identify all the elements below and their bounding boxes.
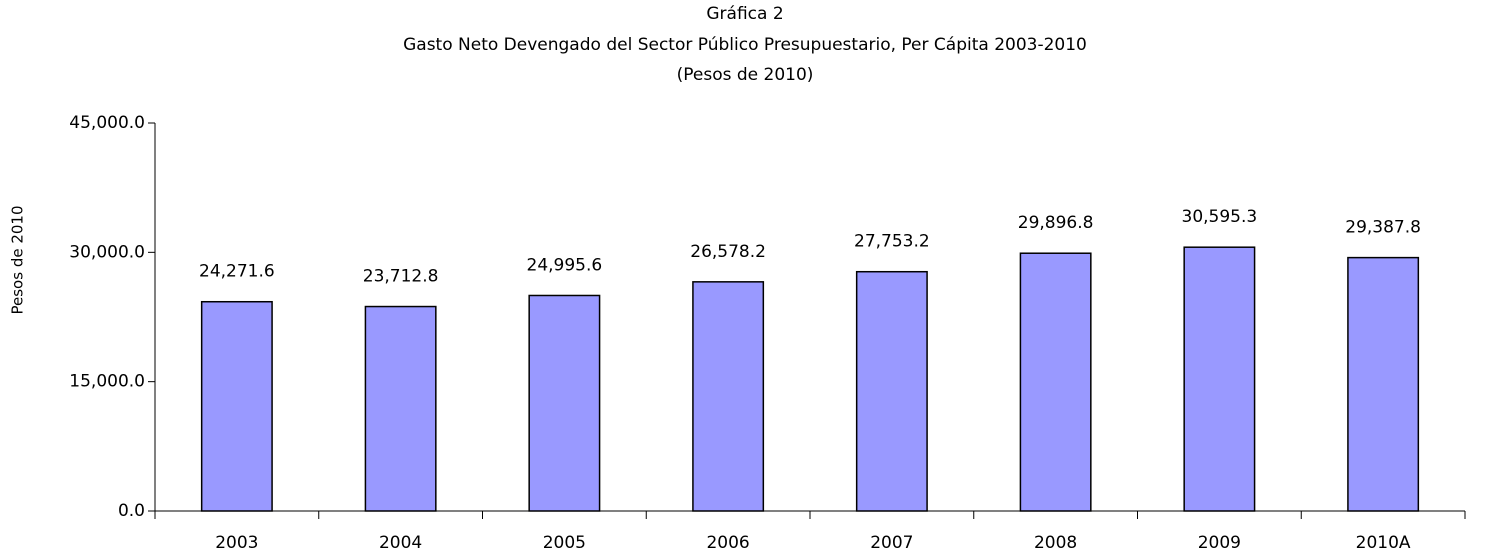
y-tick-label: 15,000.0: [69, 372, 145, 392]
value-label: 26,578.2: [690, 242, 766, 262]
chart-unit-note: (Pesos de 2010): [677, 65, 814, 85]
x-tick-label: 2006: [706, 533, 749, 553]
bar: [1183, 246, 1256, 512]
chart-title: Gráfica 2: [706, 4, 783, 24]
bar: [692, 281, 765, 512]
x-tick-label: 2010A: [1356, 533, 1411, 553]
x-tick-label: 2003: [215, 533, 258, 553]
y-axis-label: Pesos de 2010: [9, 205, 27, 314]
value-label: 24,271.6: [199, 262, 275, 282]
x-tick-label: 2008: [1034, 533, 1077, 553]
bar: [855, 270, 928, 512]
bar: [200, 300, 273, 512]
value-label: 27,753.2: [854, 232, 930, 252]
value-label: 30,595.3: [1182, 207, 1258, 227]
value-label: 29,896.8: [1018, 213, 1094, 233]
x-tick-label: 2009: [1198, 533, 1241, 553]
x-tick-label: 2007: [870, 533, 913, 553]
value-label: 23,712.8: [363, 267, 439, 287]
value-label: 24,995.6: [527, 255, 603, 275]
x-tick-label: 2005: [543, 533, 586, 553]
x-tick-label: 2004: [379, 533, 422, 553]
bar: [1019, 252, 1092, 512]
value-label: 29,387.8: [1345, 218, 1421, 238]
bar: [364, 305, 437, 512]
y-tick-label: 0.0: [118, 501, 145, 521]
y-tick-label: 45,000.0: [69, 113, 145, 133]
bar: [1347, 256, 1420, 512]
chart-subtitle: Gasto Neto Devengado del Sector Público …: [403, 35, 1087, 55]
bar: [528, 294, 601, 512]
y-tick-label: 30,000.0: [69, 242, 145, 262]
